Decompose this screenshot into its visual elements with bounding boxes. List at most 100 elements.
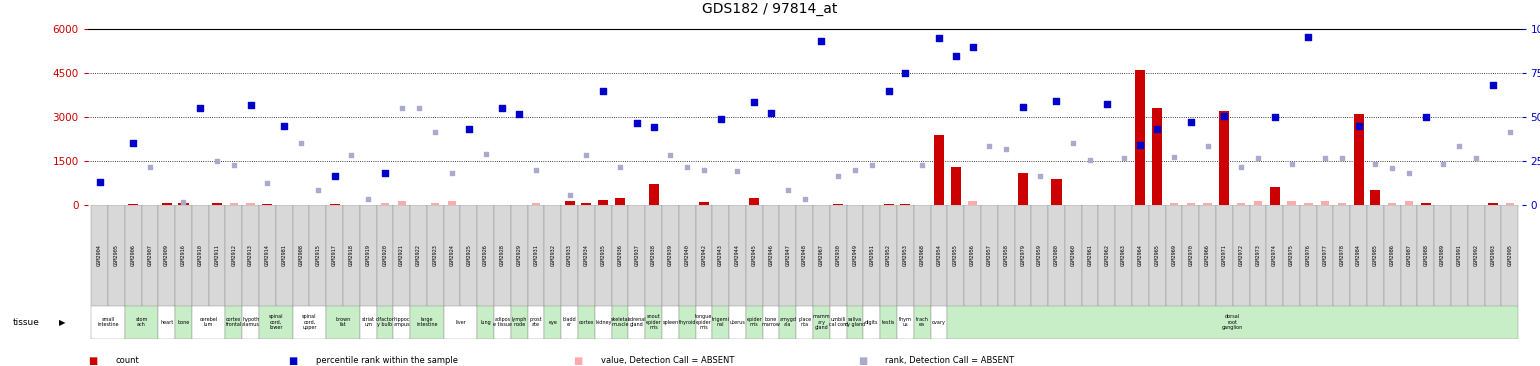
Bar <box>864 306 881 339</box>
Bar <box>1388 203 1397 205</box>
Bar <box>125 306 159 339</box>
Bar <box>1098 205 1115 306</box>
Text: GSM2946: GSM2946 <box>768 244 773 266</box>
Bar <box>1064 205 1081 306</box>
Text: umbili
cal cord: umbili cal cord <box>829 317 849 327</box>
Text: lung: lung <box>480 320 491 325</box>
Bar <box>360 205 377 306</box>
Bar <box>981 205 998 306</box>
Text: GSM2973: GSM2973 <box>1255 244 1260 266</box>
Bar <box>377 306 393 339</box>
Point <box>339 152 363 158</box>
Bar <box>1018 173 1027 205</box>
Bar <box>582 203 591 205</box>
Bar <box>913 306 930 339</box>
Bar <box>713 205 728 306</box>
Bar <box>1354 114 1364 205</box>
Point <box>390 105 414 111</box>
Bar <box>896 306 913 339</box>
Bar <box>1417 205 1434 306</box>
Text: GSM2985: GSM2985 <box>1374 244 1378 266</box>
Bar <box>1049 205 1064 306</box>
Bar <box>713 306 728 339</box>
Text: GSM2962: GSM2962 <box>1104 244 1109 266</box>
Bar <box>460 205 477 306</box>
Text: GSM2926: GSM2926 <box>484 244 488 266</box>
Text: GSM2919: GSM2919 <box>365 244 371 266</box>
Text: GSM2910: GSM2910 <box>197 244 203 266</box>
Bar <box>1149 205 1166 306</box>
Bar <box>192 306 225 339</box>
Text: GSM2916: GSM2916 <box>182 244 186 266</box>
Text: GSM2947: GSM2947 <box>785 244 790 266</box>
Point <box>273 123 297 129</box>
Text: hippoc
ampus: hippoc ampus <box>393 317 410 327</box>
Bar <box>545 205 561 306</box>
Point <box>1263 114 1287 120</box>
Point <box>1044 98 1069 104</box>
Text: GSM2958: GSM2958 <box>1004 244 1009 266</box>
Bar <box>1401 205 1417 306</box>
Bar <box>594 205 611 306</box>
Bar <box>444 205 460 306</box>
Bar <box>582 203 591 205</box>
Bar <box>108 205 125 306</box>
Bar <box>531 203 541 205</box>
Point <box>137 164 162 170</box>
Text: GSM2988: GSM2988 <box>1423 244 1428 266</box>
Bar <box>728 306 745 339</box>
Bar <box>393 205 410 306</box>
Text: GSM2930: GSM2930 <box>836 244 841 266</box>
Point <box>1414 114 1438 120</box>
Bar <box>833 204 844 205</box>
Text: value, Detection Call = ABSENT: value, Detection Call = ABSENT <box>601 356 735 365</box>
Point <box>239 102 263 108</box>
Bar <box>1217 205 1232 306</box>
Point <box>1229 164 1254 170</box>
Bar <box>565 201 574 205</box>
Text: GSM2970: GSM2970 <box>1189 244 1194 266</box>
Text: saliva
ry gland: saliva ry gland <box>845 317 865 327</box>
Bar <box>511 205 528 306</box>
Point <box>456 126 480 132</box>
Text: cortex: cortex <box>579 320 594 325</box>
Text: lymph
node: lymph node <box>511 317 527 327</box>
Text: GSM2920: GSM2920 <box>382 244 388 266</box>
Bar <box>750 198 759 205</box>
Point <box>725 168 750 174</box>
Text: GSM2913: GSM2913 <box>248 244 253 266</box>
Text: spinal
cord,
lower: spinal cord, lower <box>268 314 283 330</box>
Bar <box>947 306 1518 339</box>
Bar <box>330 204 340 205</box>
Bar <box>1368 205 1384 306</box>
Bar <box>1032 205 1049 306</box>
Text: GSM2908: GSM2908 <box>299 244 303 266</box>
Text: cortex
frontal: cortex frontal <box>226 317 242 327</box>
Text: GSM2954: GSM2954 <box>936 244 941 266</box>
Point <box>658 152 682 158</box>
Point <box>842 167 867 173</box>
Bar <box>594 306 611 339</box>
Text: GSM2965: GSM2965 <box>1155 244 1160 266</box>
Bar <box>1489 203 1497 205</box>
Bar <box>1317 205 1334 306</box>
Text: adrenal
gland: adrenal gland <box>627 317 647 327</box>
Bar <box>1220 111 1229 205</box>
Bar <box>561 205 578 306</box>
Point <box>641 124 665 130</box>
Bar <box>847 205 864 306</box>
Bar <box>813 306 830 339</box>
Point <box>776 187 801 193</box>
Point <box>1363 161 1388 167</box>
Bar <box>1052 179 1061 205</box>
Text: dorsal
root
ganglion: dorsal root ganglion <box>1223 314 1243 330</box>
Bar <box>259 205 276 306</box>
Bar <box>614 198 625 205</box>
Text: ovary: ovary <box>932 320 946 325</box>
Bar <box>599 203 607 205</box>
Text: spinal
cord,
upper: spinal cord, upper <box>302 314 317 330</box>
Bar <box>259 306 293 339</box>
Point <box>490 105 514 111</box>
Point <box>993 146 1018 152</box>
Text: GSM2956: GSM2956 <box>970 244 975 266</box>
